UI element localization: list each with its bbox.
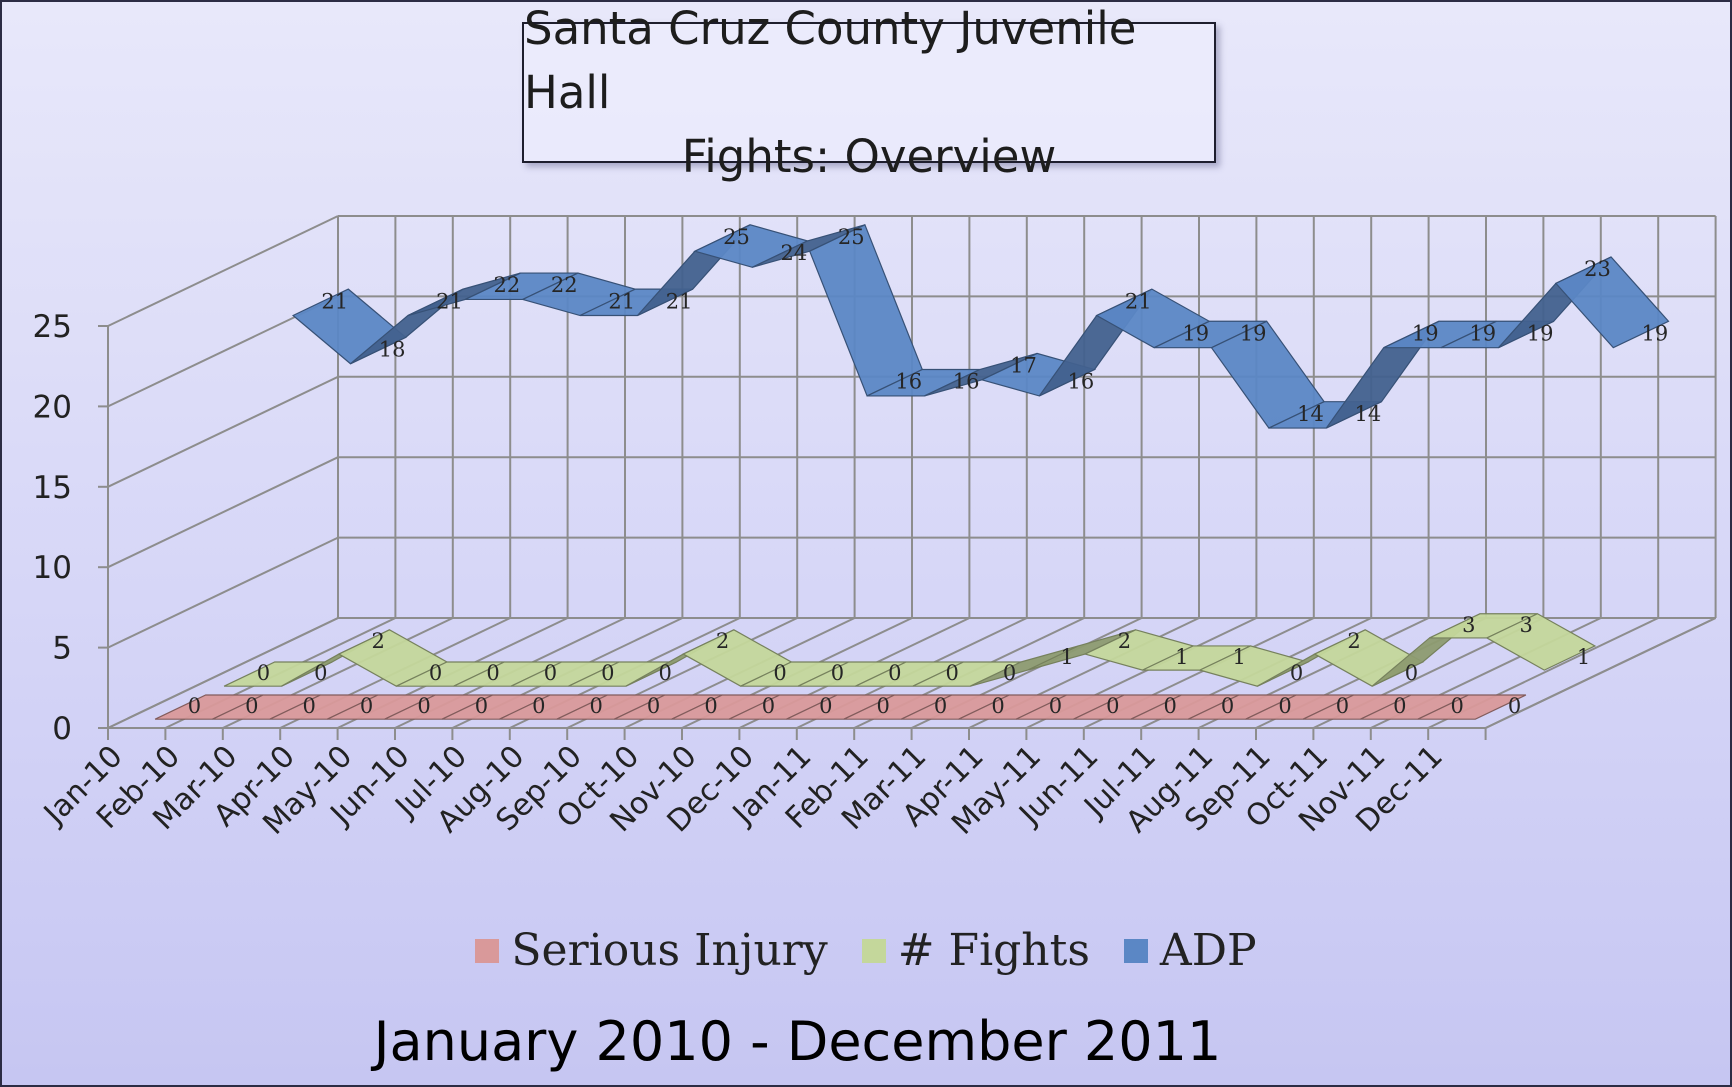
data-label-adp-nov-11: 23 bbox=[1584, 257, 1611, 281]
data-label-adp-feb-10: 18 bbox=[379, 338, 406, 362]
data-label-fights-dec-10: 0 bbox=[888, 661, 901, 685]
data-label-serious-injury-apr-10: 0 bbox=[360, 694, 373, 718]
data-label-serious-injury-jul-10: 0 bbox=[532, 694, 545, 718]
chart-title: Santa Cruz County Juvenile Hall Fights: … bbox=[522, 22, 1216, 163]
gridline-side-10 bbox=[108, 457, 338, 567]
legend-label-adp: ADP bbox=[1160, 925, 1257, 976]
legend-label-fights: # Fights bbox=[898, 925, 1090, 976]
data-label-adp-aug-10: 25 bbox=[723, 225, 750, 249]
legend: Serious Injury # Fights ADP bbox=[0, 925, 1732, 976]
data-label-adp-jul-11: 14 bbox=[1355, 402, 1382, 426]
data-label-serious-injury-jun-11: 0 bbox=[1164, 694, 1177, 718]
data-label-adp-sep-11: 19 bbox=[1469, 321, 1496, 345]
data-label-adp-dec-10: 16 bbox=[953, 370, 980, 394]
y-tick-label-20: 20 bbox=[33, 389, 72, 425]
data-label-serious-injury-jun-10: 0 bbox=[475, 694, 488, 718]
data-label-fights-nov-11: 3 bbox=[1520, 613, 1533, 637]
data-label-fights-sep-11: 0 bbox=[1405, 661, 1418, 685]
chart-title-line-1: Santa Cruz County Juvenile Hall bbox=[524, 0, 1214, 125]
data-label-fights-oct-10: 0 bbox=[773, 661, 786, 685]
data-label-fights-mar-10: 2 bbox=[372, 629, 385, 653]
data-label-fights-sep-10: 2 bbox=[716, 629, 729, 653]
data-label-fights-may-11: 1 bbox=[1175, 645, 1188, 669]
data-label-fights-jul-11: 0 bbox=[1290, 661, 1303, 685]
data-label-fights-may-10: 0 bbox=[486, 661, 499, 685]
data-label-adp-may-11: 19 bbox=[1240, 321, 1267, 345]
data-label-serious-injury-feb-10: 0 bbox=[245, 694, 258, 718]
data-label-serious-injury-jan-11: 0 bbox=[877, 694, 890, 718]
data-label-serious-injury-jul-11: 0 bbox=[1221, 694, 1234, 718]
legend-label-serious-injury: Serious Injury bbox=[511, 925, 827, 976]
data-label-adp-oct-11: 19 bbox=[1527, 321, 1554, 345]
data-label-serious-injury-jan-10: 0 bbox=[188, 694, 201, 718]
y-tick-label-0: 0 bbox=[52, 711, 72, 747]
y-tick-label-15: 15 bbox=[33, 470, 72, 506]
data-label-fights-oct-11: 3 bbox=[1462, 613, 1475, 637]
data-label-adp-dec-11: 19 bbox=[1642, 321, 1669, 345]
data-label-adp-apr-11: 19 bbox=[1182, 321, 1209, 345]
ribbon-adp bbox=[293, 225, 1668, 428]
data-label-serious-injury-oct-11: 0 bbox=[1393, 694, 1406, 718]
data-label-fights-nov-10: 0 bbox=[831, 661, 844, 685]
data-label-adp-apr-10: 22 bbox=[494, 273, 521, 297]
legend-swatch-serious-injury bbox=[475, 939, 499, 963]
data-label-serious-injury-aug-11: 0 bbox=[1278, 694, 1291, 718]
data-label-adp-oct-10: 25 bbox=[838, 225, 865, 249]
data-label-adp-mar-10: 21 bbox=[436, 289, 463, 313]
data-label-adp-jan-10: 21 bbox=[321, 289, 348, 313]
data-label-serious-injury-may-10: 0 bbox=[417, 694, 430, 718]
y-tick-label-10: 10 bbox=[33, 550, 72, 586]
data-label-serious-injury-nov-10: 0 bbox=[762, 694, 775, 718]
legend-swatch-fights bbox=[862, 939, 886, 963]
data-label-adp-may-10: 22 bbox=[551, 273, 578, 297]
data-label-fights-feb-11: 0 bbox=[1003, 661, 1016, 685]
chart-subtitle: January 2010 - December 2011 bbox=[0, 1010, 1595, 1073]
data-label-serious-injury-mar-11: 0 bbox=[991, 694, 1004, 718]
y-tick-label-25: 25 bbox=[33, 309, 72, 345]
data-label-fights-aug-10: 0 bbox=[659, 661, 672, 685]
data-label-fights-jul-10: 0 bbox=[601, 661, 614, 685]
gridline-side-25 bbox=[108, 216, 338, 326]
data-label-fights-apr-10: 0 bbox=[429, 661, 442, 685]
data-label-serious-injury-apr-11: 0 bbox=[1049, 694, 1062, 718]
data-label-fights-mar-11: 1 bbox=[1060, 645, 1073, 669]
data-label-serious-injury-oct-10: 0 bbox=[704, 694, 717, 718]
data-label-adp-nov-10: 16 bbox=[895, 370, 922, 394]
legend-item-serious-injury: Serious Injury bbox=[475, 925, 827, 976]
data-label-fights-jan-11: 0 bbox=[946, 661, 959, 685]
gridline-side-5 bbox=[108, 538, 338, 648]
legend-swatch-adp bbox=[1124, 939, 1148, 963]
data-label-fights-aug-11: 2 bbox=[1347, 629, 1360, 653]
y-tick-label-5: 5 bbox=[52, 631, 72, 667]
data-label-serious-injury-aug-10: 0 bbox=[590, 694, 603, 718]
chart-title-line-2: Fights: Overview bbox=[682, 125, 1057, 189]
data-label-serious-injury-feb-11: 0 bbox=[934, 694, 947, 718]
data-label-adp-feb-11: 16 bbox=[1068, 370, 1095, 394]
data-label-adp-jan-11: 17 bbox=[1010, 354, 1037, 378]
data-label-serious-injury-dec-10: 0 bbox=[819, 694, 832, 718]
data-label-serious-injury-sep-10: 0 bbox=[647, 694, 660, 718]
data-label-adp-jun-10: 21 bbox=[608, 289, 635, 313]
data-label-fights-jan-10: 0 bbox=[257, 661, 270, 685]
data-label-fights-feb-10: 0 bbox=[314, 661, 327, 685]
data-label-fights-apr-11: 2 bbox=[1118, 629, 1131, 653]
legend-item-fights: # Fights bbox=[862, 925, 1090, 976]
data-label-serious-injury-sep-11: 0 bbox=[1336, 694, 1349, 718]
y-axis-labels: 0 5 10 15 20 25 bbox=[33, 309, 108, 747]
data-label-serious-injury-nov-11: 0 bbox=[1451, 694, 1464, 718]
data-label-adp-jul-10: 21 bbox=[666, 289, 693, 313]
data-label-serious-injury-mar-10: 0 bbox=[303, 694, 316, 718]
data-label-fights-jun-10: 0 bbox=[544, 661, 557, 685]
data-label-fights-dec-11: 1 bbox=[1577, 645, 1590, 669]
gridline-side-15 bbox=[108, 377, 338, 487]
data-label-adp-sep-10: 24 bbox=[781, 241, 808, 265]
data-label-adp-aug-11: 19 bbox=[1412, 321, 1439, 345]
data-label-serious-injury-dec-11: 0 bbox=[1508, 694, 1521, 718]
data-label-serious-injury-may-11: 0 bbox=[1106, 694, 1119, 718]
x-axis-labels: Jan-10Feb-10Mar-10Apr-10May-10Jun-10Jul-… bbox=[36, 739, 1450, 842]
data-label-fights-jun-11: 1 bbox=[1233, 645, 1246, 669]
data-label-adp-jun-11: 14 bbox=[1297, 402, 1324, 426]
legend-item-adp: ADP bbox=[1124, 925, 1257, 976]
data-label-adp-mar-11: 21 bbox=[1125, 289, 1152, 313]
